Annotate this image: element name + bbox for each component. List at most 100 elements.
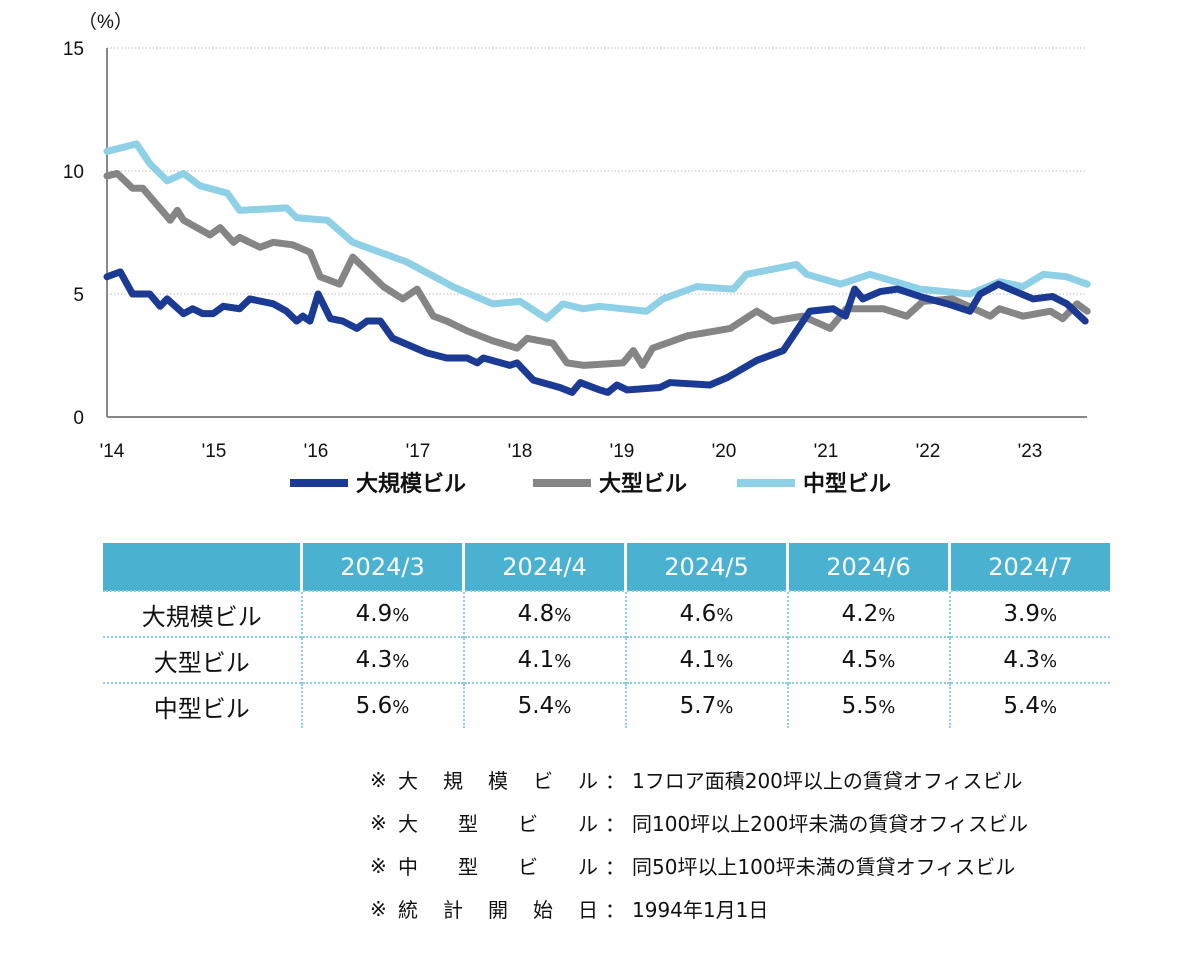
percent-sign: % bbox=[878, 651, 896, 672]
value-cell: 4.1% bbox=[462, 636, 626, 683]
value-number: 4.3 bbox=[1003, 647, 1040, 673]
column-header: 2024/3 bbox=[300, 543, 464, 591]
note-colon: ： bbox=[605, 855, 625, 879]
row-label: 大型ビル bbox=[103, 636, 302, 683]
value-number: 4.2 bbox=[841, 601, 879, 627]
legend-label: 大規模ビル bbox=[356, 472, 466, 497]
row-label: 大規模ビル bbox=[103, 590, 302, 637]
note-label: 中型ビル bbox=[398, 855, 598, 879]
value-number: 4.6 bbox=[679, 601, 717, 627]
note-text: 1994年1月1日 bbox=[632, 898, 769, 922]
note-text: 同100坪以上200坪未満の賃貸オフィスビル bbox=[632, 812, 1028, 836]
table-corner-cell bbox=[103, 543, 302, 591]
value-number: 5.6 bbox=[355, 693, 393, 719]
x-tick-label: '21 bbox=[814, 441, 839, 462]
x-tick-label: '20 bbox=[712, 441, 737, 462]
percent-sign: % bbox=[1039, 697, 1058, 718]
value-cell: 4.3% bbox=[948, 636, 1110, 683]
percent-sign: % bbox=[878, 605, 896, 626]
value-cell: 5.5% bbox=[786, 682, 950, 728]
note-text: 同50坪以上100坪未満の賃貸オフィスビル bbox=[632, 855, 1016, 879]
footnote: ※ 中型ビル ： 同50坪以上100坪未満の賃貸オフィスビル bbox=[370, 844, 1028, 887]
footnote: ※ 統計開始日 ： 1994年1月1日 bbox=[370, 887, 1028, 930]
column-header: 2024/7 bbox=[948, 543, 1110, 591]
value-cell: 4.1% bbox=[624, 636, 788, 683]
percent-sign: % bbox=[392, 605, 410, 626]
percent-sign: % bbox=[1039, 651, 1058, 672]
column-header: 2024/5 bbox=[624, 543, 788, 591]
y-unit-label: （%） bbox=[78, 11, 133, 33]
value-cell: 4.9% bbox=[300, 590, 464, 637]
percent-sign: % bbox=[878, 697, 896, 718]
y-tick-label: 10 bbox=[63, 162, 84, 183]
table-row: 中型ビル 5.6% 5.4% 5.7% 5.5% 5.4% bbox=[103, 682, 1110, 728]
value-cell: 4.3% bbox=[300, 636, 464, 683]
note-colon: ： bbox=[605, 898, 625, 922]
note-label: 大型ビル bbox=[398, 812, 598, 836]
percent-sign: % bbox=[554, 651, 572, 672]
note-label: 大規模ビル bbox=[398, 769, 598, 793]
note-label: 統計開始日 bbox=[398, 898, 598, 922]
y-tick-label: 0 bbox=[73, 408, 84, 429]
y-tick-label: 5 bbox=[73, 285, 84, 306]
legend-label: 中型ビル bbox=[803, 472, 891, 497]
series-line-2 bbox=[103, 169, 1091, 369]
value-number: 3.9 bbox=[1003, 601, 1040, 627]
value-cell: 5.6% bbox=[300, 682, 464, 728]
percent-sign: % bbox=[716, 651, 734, 672]
x-tick-label: '15 bbox=[202, 441, 227, 462]
x-tick-label: '18 bbox=[508, 441, 533, 462]
row-label: 中型ビル bbox=[103, 682, 302, 728]
percent-sign: % bbox=[716, 697, 734, 718]
value-number: 5.7 bbox=[679, 693, 717, 719]
percent-sign: % bbox=[554, 697, 572, 718]
y-tick-label: 15 bbox=[63, 39, 84, 60]
note-mark: ※ bbox=[370, 896, 387, 921]
value-cell: 4.8% bbox=[462, 590, 626, 637]
value-cell: 4.2% bbox=[786, 590, 950, 637]
value-cell: 4.5% bbox=[786, 636, 950, 683]
vacancy-rate-chart: （%） 0 5 10 15 '14 '15 '16 '17 '18 '19 '20 '21 '22 '23… bbox=[63, 11, 1091, 497]
x-tick-label: '22 bbox=[916, 441, 941, 462]
note-colon: ： bbox=[605, 812, 625, 836]
percent-sign: % bbox=[392, 651, 410, 672]
value-cell: 3.9% bbox=[948, 590, 1110, 637]
value-number: 4.1 bbox=[679, 647, 717, 673]
table-row: 大規模ビル 4.9% 4.8% 4.6% 4.2% 3.9% bbox=[103, 590, 1110, 637]
percent-sign: % bbox=[554, 605, 572, 626]
value-number: 5.5 bbox=[841, 693, 879, 719]
note-colon: ： bbox=[605, 769, 625, 793]
table-row: 大型ビル 4.3% 4.1% 4.1% 4.5% 4.3% bbox=[103, 636, 1110, 683]
value-cell: 5.4% bbox=[462, 682, 626, 728]
note-mark: ※ bbox=[370, 853, 387, 878]
series-line-1 bbox=[103, 268, 1089, 396]
footnotes: ※ 大規模ビル ： 1フロア面積200坪以上の賃貸オフィスビル ※ 大型ビル ： 同100坪以… bbox=[370, 758, 1028, 930]
column-header: 2024/6 bbox=[786, 543, 950, 591]
note-mark: ※ bbox=[370, 767, 387, 792]
note-text: 1フロア面積200坪以上の賃貸オフィスビル bbox=[632, 769, 1023, 793]
footnote: ※ 大型ビル ： 同100坪以上200坪未満の賃貸オフィスビル bbox=[370, 801, 1028, 844]
percent-sign: % bbox=[1039, 605, 1058, 626]
value-cell: 4.6% bbox=[624, 590, 788, 637]
column-header: 2024/4 bbox=[462, 543, 626, 591]
value-number: 5.4 bbox=[1003, 693, 1040, 719]
x-tick-label: '23 bbox=[1018, 441, 1043, 462]
value-number: 4.8 bbox=[517, 601, 555, 627]
x-tick-label: '16 bbox=[304, 441, 329, 462]
note-mark: ※ bbox=[370, 810, 387, 835]
x-tick-label: '14 bbox=[100, 441, 125, 462]
value-cell: 5.4% bbox=[948, 682, 1110, 728]
value-number: 4.5 bbox=[841, 647, 879, 673]
value-number: 4.9 bbox=[355, 601, 393, 627]
x-tick-label: '19 bbox=[610, 441, 635, 462]
legend-label: 大型ビル bbox=[599, 472, 687, 497]
table-header-row: 2024/3 2024/4 2024/5 2024/6 2024/7 bbox=[103, 543, 1110, 591]
percent-sign: % bbox=[392, 697, 410, 718]
footnote: ※ 大規模ビル ： 1フロア面積200坪以上の賃貸オフィスビル bbox=[370, 758, 1028, 801]
percent-sign: % bbox=[716, 605, 734, 626]
value-number: 4.1 bbox=[517, 647, 555, 673]
vacancy-table: 2024/3 2024/4 2024/5 2024/6 2024/7 大規模ビル 4.9%… bbox=[103, 543, 1110, 728]
value-cell: 5.7% bbox=[624, 682, 788, 728]
series-line-3 bbox=[103, 140, 1091, 323]
